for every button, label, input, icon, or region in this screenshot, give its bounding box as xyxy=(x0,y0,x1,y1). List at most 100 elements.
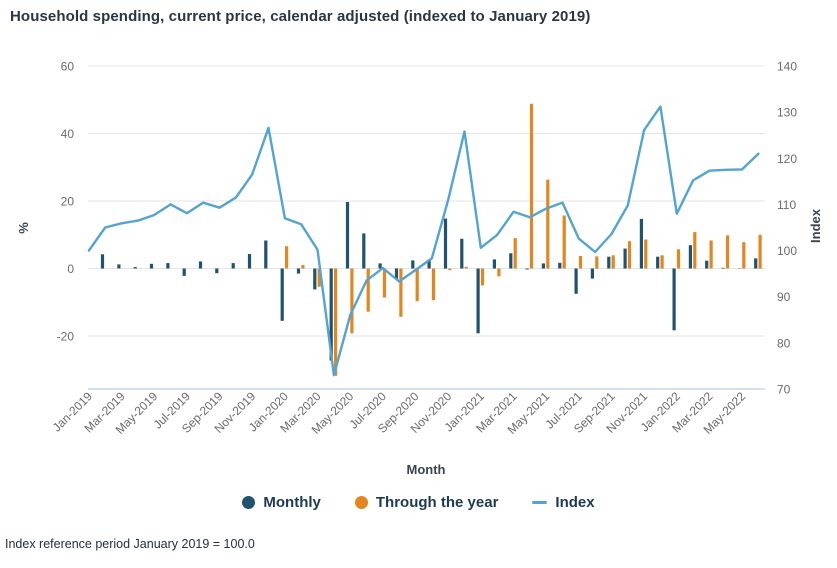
bar-through-year xyxy=(448,268,452,271)
y-tick-right: 110 xyxy=(777,198,796,212)
y-tick-right: 120 xyxy=(777,152,797,166)
index-reference-footnote: Index reference period January 2019 = 10… xyxy=(5,537,255,551)
bar-monthly xyxy=(117,264,121,269)
bar-through-year xyxy=(758,234,762,269)
bar-through-year xyxy=(513,238,517,269)
bar-through-year xyxy=(611,255,615,269)
bar-through-year xyxy=(529,103,534,269)
bar-monthly xyxy=(149,263,154,269)
bar-through-year xyxy=(644,239,648,269)
bar-monthly xyxy=(656,256,660,269)
y-tick-right: 140 xyxy=(777,60,797,74)
bar-monthly xyxy=(427,259,431,269)
bar-through-year xyxy=(480,268,485,286)
y-tick-left: 40 xyxy=(61,127,75,141)
bar-monthly xyxy=(688,245,692,269)
bar-through-year xyxy=(334,268,338,376)
legend-label-index: Index xyxy=(555,494,595,511)
y-tick-left: 20 xyxy=(61,195,75,209)
bar-monthly xyxy=(460,238,464,269)
bar-through-year xyxy=(742,242,746,269)
bar-through-year xyxy=(693,232,697,269)
bar-monthly xyxy=(296,268,301,274)
bar-monthly xyxy=(313,268,317,290)
bar-through-year xyxy=(382,268,387,298)
bar-monthly xyxy=(394,268,399,280)
bar-monthly xyxy=(411,260,415,269)
y-tick-left: 0 xyxy=(67,262,74,276)
bar-monthly xyxy=(231,263,235,269)
y-tick-right: 130 xyxy=(777,106,797,120)
bar-through-year xyxy=(627,241,632,269)
legend-label-through-year: Through the year xyxy=(375,494,499,511)
bar-monthly xyxy=(280,268,284,321)
bar-monthly xyxy=(672,268,676,331)
bar-through-year xyxy=(562,215,566,269)
bar-through-year xyxy=(415,268,419,302)
through-year-swatch-icon xyxy=(354,496,368,509)
monthly-swatch-icon xyxy=(242,496,256,509)
bar-through-year xyxy=(464,266,468,269)
bar-through-year xyxy=(399,268,403,317)
bar-monthly xyxy=(623,248,627,269)
bar-through-year xyxy=(578,256,583,269)
bar-monthly xyxy=(166,263,170,269)
legend-item-monthly[interactable]: Monthly xyxy=(242,494,321,511)
bar-monthly xyxy=(639,218,643,269)
bar-monthly xyxy=(721,267,725,269)
axis-layer: 6040200-20140130120110100908070Jan-2019M… xyxy=(50,60,798,437)
y-tick-right: 80 xyxy=(777,336,791,350)
bar-monthly xyxy=(541,263,545,269)
bar-through-year xyxy=(709,240,713,269)
bar-through-year xyxy=(317,268,321,287)
x-axis-title: Month xyxy=(407,462,446,477)
bar-monthly xyxy=(182,268,186,276)
grid-layer xyxy=(88,65,765,390)
legend: Monthly Through the year Index xyxy=(0,494,837,511)
bar-monthly xyxy=(525,268,529,270)
bar-through-year xyxy=(285,246,289,269)
legend-item-through-year[interactable]: Through the year xyxy=(354,494,499,511)
bar-through-year xyxy=(366,268,370,312)
bar-monthly xyxy=(247,254,252,269)
bar-monthly xyxy=(574,268,578,294)
y-axis-title-right: Index xyxy=(808,208,823,243)
bar-monthly xyxy=(754,258,758,269)
y-axis-title-left: % xyxy=(16,222,31,234)
bar-monthly xyxy=(264,240,268,269)
bar-monthly xyxy=(345,202,350,269)
bar-monthly xyxy=(215,268,219,274)
bar-monthly xyxy=(378,263,382,269)
bar-monthly xyxy=(590,268,594,279)
bar-through-year xyxy=(546,179,550,269)
bar-monthly xyxy=(362,233,366,269)
y-tick-left: -20 xyxy=(57,330,75,344)
bar-through-year xyxy=(350,268,354,334)
bar-monthly xyxy=(198,261,203,269)
legend-item-index[interactable]: Index xyxy=(532,494,595,511)
bar-monthly xyxy=(443,218,448,269)
bar-monthly xyxy=(705,260,709,269)
bar-monthly xyxy=(607,256,611,269)
bar-monthly xyxy=(509,253,513,269)
bar-through-year xyxy=(595,256,599,269)
index-line xyxy=(87,105,760,377)
y-tick-right: 70 xyxy=(777,383,791,397)
bar-monthly xyxy=(100,254,105,269)
y-tick-right: 100 xyxy=(777,244,797,258)
bar-through-year xyxy=(725,235,730,269)
bar-through-year xyxy=(301,265,305,269)
bar-monthly xyxy=(329,268,333,361)
bar-through-year xyxy=(660,255,664,269)
chart-title: Household spending, current price, calen… xyxy=(10,8,591,25)
chart-canvas: 6040200-20140130120110100908070Jan-2019M… xyxy=(16,60,823,478)
bar-through-year xyxy=(676,249,681,269)
line-layer xyxy=(87,105,760,377)
bar-monthly xyxy=(476,268,480,334)
legend-label-monthly: Monthly xyxy=(263,494,321,511)
bar-through-year xyxy=(431,268,436,301)
bar-monthly xyxy=(133,267,137,269)
bar-monthly xyxy=(558,262,562,269)
bar-monthly xyxy=(492,259,496,269)
y-tick-left: 60 xyxy=(61,60,75,74)
